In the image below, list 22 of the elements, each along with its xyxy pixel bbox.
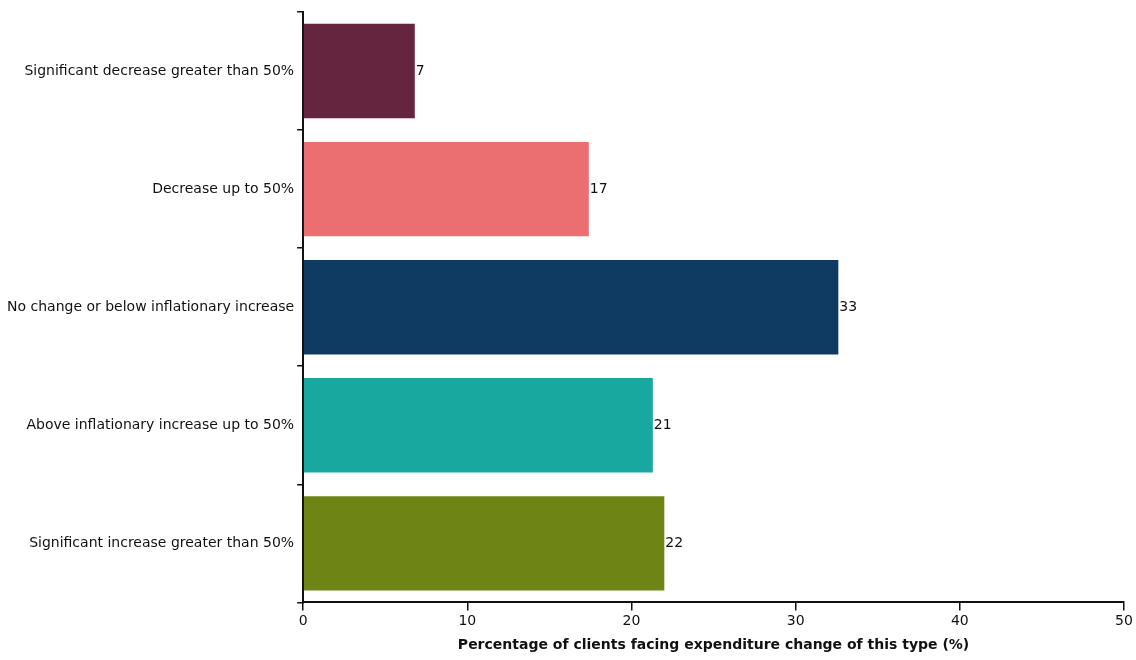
bar: [303, 141, 589, 237]
data-label: 22: [665, 534, 684, 550]
bar: [303, 496, 665, 591]
data-label: 17: [589, 179, 608, 196]
y-tick-label: Above inflationary increase up to 50%: [26, 415, 295, 432]
x-tick-label: 40: [950, 612, 969, 629]
y-tick-label: No change or below inflationary increase: [6, 297, 295, 314]
x-tick-label: 20: [622, 612, 641, 629]
x-tick-label: 0: [298, 612, 308, 629]
bar: [303, 378, 653, 473]
data-label: 21: [653, 415, 672, 432]
x-tick-label: 10: [458, 612, 477, 629]
bar: [303, 23, 415, 119]
y-tick-label: Significant increase greater than 50%: [29, 534, 295, 550]
x-tick-label: 30: [786, 612, 805, 629]
data-label: 33: [839, 297, 858, 314]
x-axis-title: Percentage of clients facing expenditure change of this type (%): [457, 636, 970, 653]
y-tick-label: Significant decrease greater than 50%: [24, 61, 295, 78]
data-label: 7: [415, 61, 425, 78]
bar: [303, 259, 839, 355]
x-tick-label: 50: [1115, 612, 1133, 629]
y-tick-label: Decrease up to 50%: [152, 179, 295, 196]
